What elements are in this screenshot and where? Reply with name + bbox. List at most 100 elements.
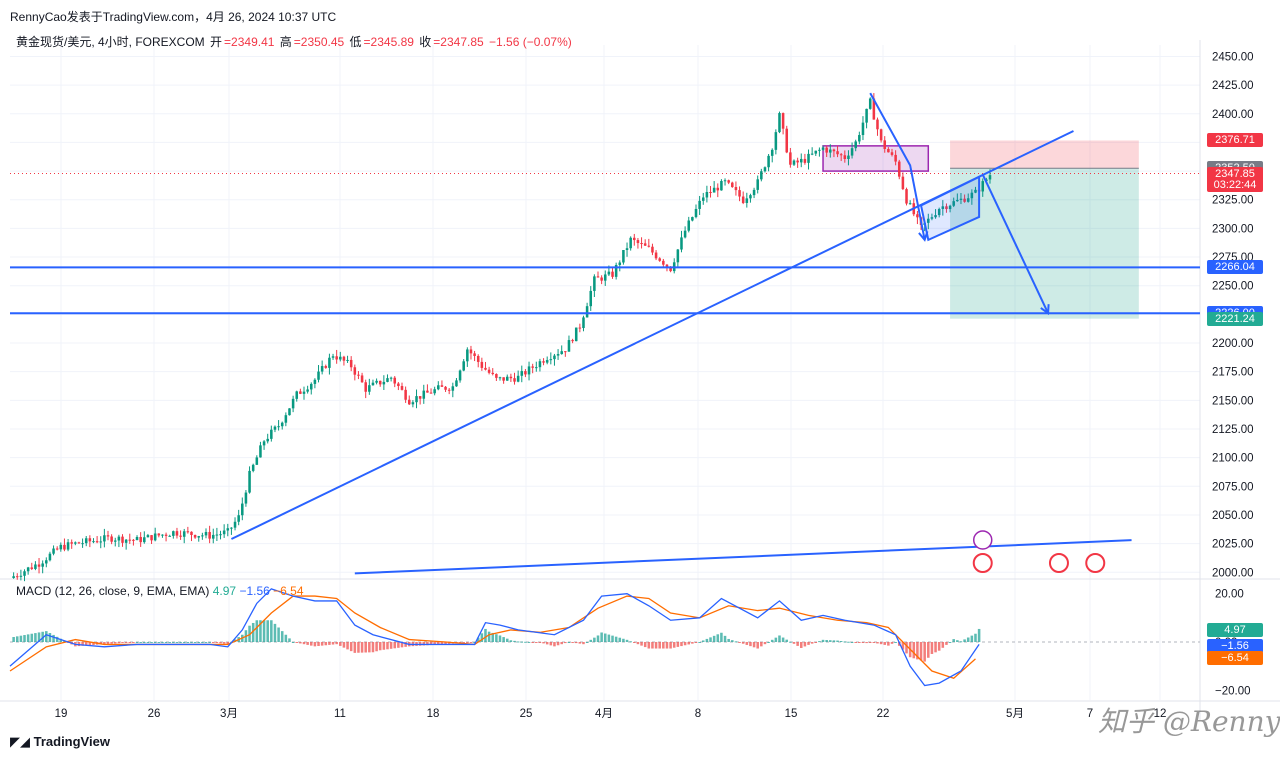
macd-histogram-bar (284, 634, 288, 642)
candle-body (113, 540, 117, 542)
macd-histogram-bar (335, 642, 338, 645)
drop-arrow (869, 92, 926, 241)
candle-body (382, 381, 386, 385)
candle-body (767, 155, 770, 168)
time-tick-label: 22 (877, 708, 890, 720)
macd-histogram-bar (37, 632, 41, 642)
candle-body (829, 149, 832, 153)
candle-body (937, 208, 941, 216)
candle-body (161, 534, 164, 536)
candle-body (821, 147, 825, 150)
macd-histogram-bar (313, 642, 317, 647)
candle-body (92, 541, 95, 543)
macd-histogram-bar (491, 632, 495, 642)
candle-body (825, 147, 828, 153)
candle-body (505, 376, 509, 381)
candle-body (433, 389, 436, 394)
macd-histogram-bar (901, 642, 905, 650)
macd-histogram-bar (280, 631, 284, 642)
candle-body (720, 180, 723, 191)
macd-histogram-bar (524, 641, 527, 643)
macd-histogram-bar (306, 642, 309, 645)
high-value: =2350.45 (293, 35, 345, 49)
candle-body (553, 355, 556, 360)
time-tick-label: 25 (520, 708, 533, 720)
candle-body (407, 399, 411, 405)
long-trendline (354, 539, 1132, 575)
candle-body (437, 385, 440, 390)
candle-body (364, 382, 367, 392)
macd-histogram-bar (854, 642, 857, 643)
candle-body (716, 187, 720, 191)
macd-histogram-bar (959, 641, 963, 643)
macd-histogram-bar (807, 642, 810, 645)
macd-histogram-bar (622, 638, 625, 642)
macd-histogram-bar (386, 642, 389, 650)
macd-histogram-bar (549, 642, 553, 646)
candle-body (622, 250, 625, 263)
candle-body (389, 377, 393, 379)
symbol-name[interactable]: 黄金现货/美元, 4小时, FOREXCOM (16, 35, 205, 49)
macd-histogram-bar (121, 642, 124, 643)
candle-body (295, 391, 299, 399)
candle-body (502, 377, 505, 381)
macd-histogram-bar (966, 637, 970, 642)
price-tick-label: 2075.00 (1212, 481, 1254, 493)
price-axis-tag: 2347.85 (1207, 166, 1263, 181)
candle-body (934, 215, 937, 218)
macd-histogram-bar (110, 642, 113, 644)
macd-histogram-bar (516, 641, 520, 643)
candle-body (593, 276, 596, 291)
candle-body (535, 367, 538, 369)
candle-body (905, 189, 908, 204)
candle-body (81, 543, 84, 545)
macd-histogram-bar (861, 642, 865, 643)
candle-body (444, 386, 447, 390)
candle-body (146, 535, 150, 538)
candle-body (745, 198, 749, 203)
candle-body (647, 245, 651, 247)
macd-histogram-bar (193, 642, 197, 643)
candle-body (270, 429, 273, 439)
macd-histogram-bar (567, 642, 571, 643)
candle-body (99, 541, 103, 543)
candle-body (850, 148, 854, 156)
candle-body (233, 521, 237, 528)
candle-body (807, 153, 810, 163)
candle-body (741, 196, 745, 203)
candle-body (37, 564, 41, 567)
candle-body (654, 252, 658, 259)
price-axis-tag: 03:22:44 (1207, 178, 1263, 193)
candle-body (839, 154, 843, 156)
candle-body (117, 536, 121, 541)
candle-body (473, 353, 476, 356)
macd-histogram-bar (778, 635, 781, 642)
candle-body (760, 171, 763, 180)
macd-label[interactable]: MACD (12, 26, close, 9, EMA, EMA) (16, 584, 210, 598)
candle-body (476, 355, 480, 362)
candle-body (168, 535, 171, 537)
high-label: 高 (279, 35, 292, 49)
candle-body (658, 258, 661, 261)
candle-body (41, 563, 44, 567)
macd-tick-label: 20.00 (1215, 589, 1244, 601)
candle-body (861, 122, 865, 136)
macd-histogram-bar (41, 631, 44, 642)
candle-body (132, 539, 135, 541)
macd-histogram-bar (607, 634, 611, 642)
candle-body (339, 356, 342, 360)
macd-histogram-bar (614, 636, 618, 642)
macd-histogram-bar (633, 642, 636, 643)
macd-histogram-bar (618, 637, 622, 642)
time-tick-label: 4月 (595, 708, 613, 720)
candle-body (186, 531, 190, 533)
candle-body (625, 248, 629, 251)
candle-body (614, 264, 618, 277)
macd-histogram-bar (814, 642, 818, 643)
macd-histogram-bar (353, 642, 357, 653)
candle-body (23, 571, 26, 576)
candle-body (843, 155, 847, 159)
candle-body (545, 360, 549, 363)
